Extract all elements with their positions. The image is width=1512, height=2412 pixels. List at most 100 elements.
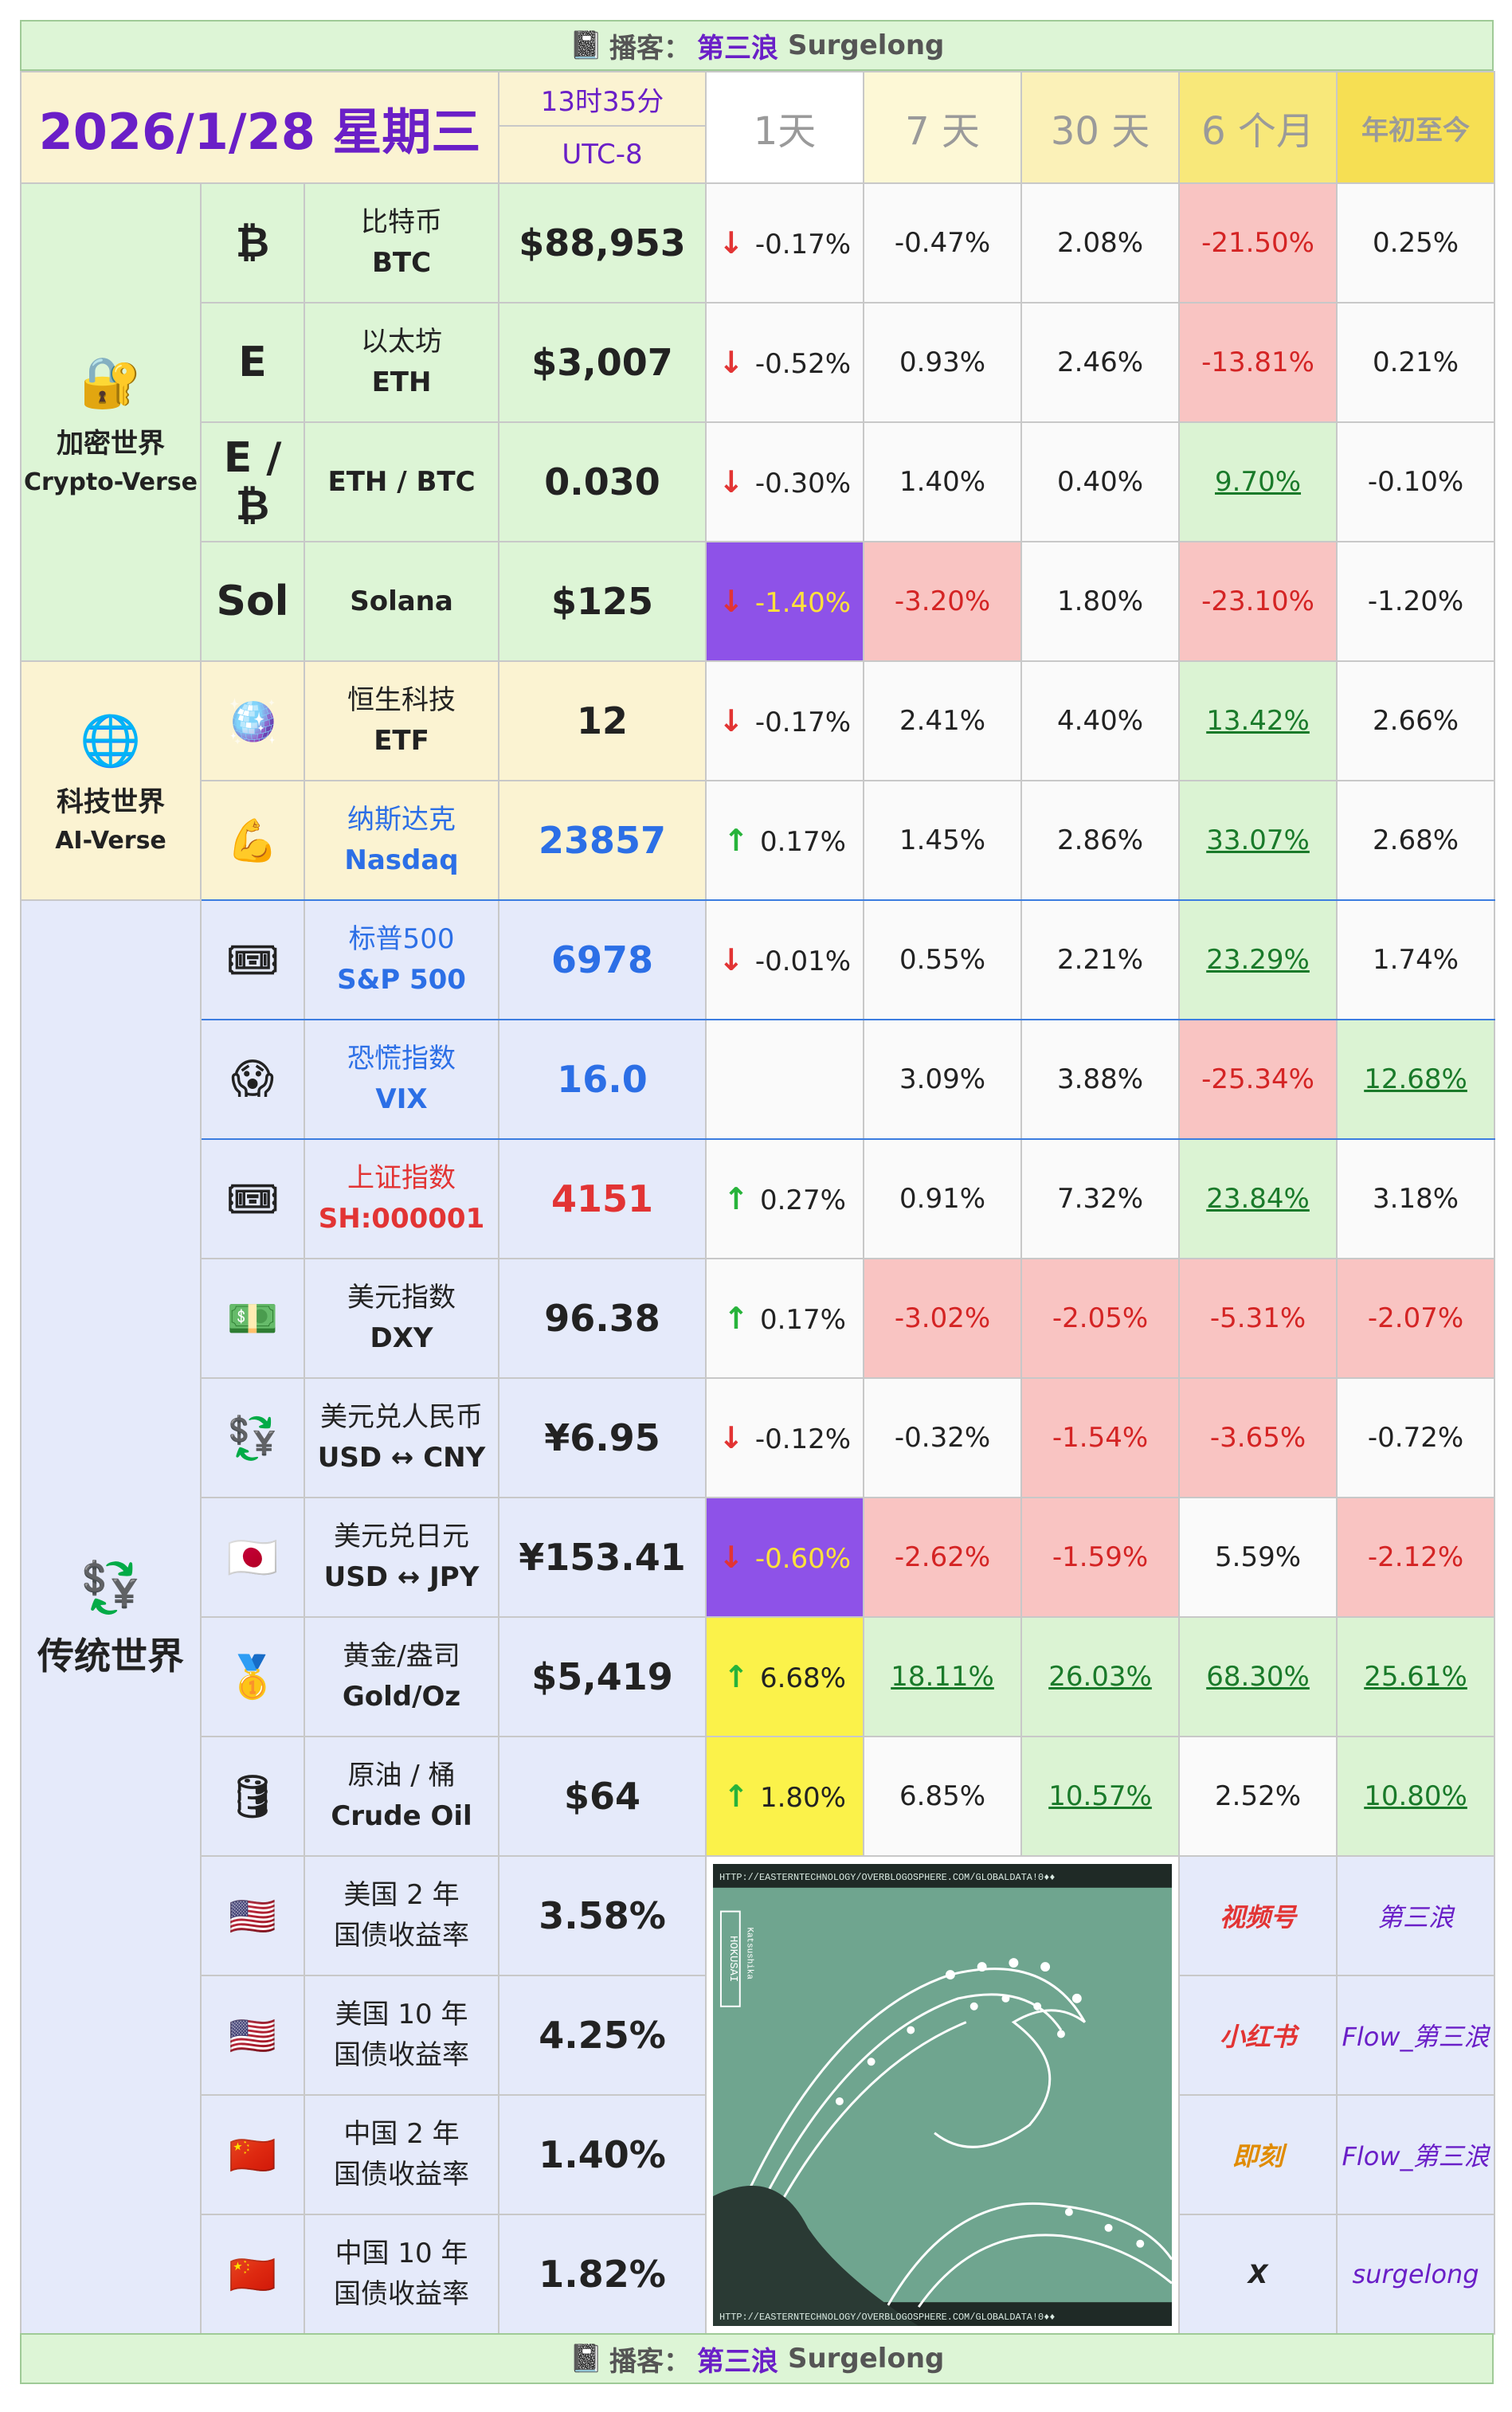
change-ytd: 2.66%	[1336, 660, 1496, 781]
asset-name-cn: 美元兑日元	[334, 1521, 470, 1553]
bond-name-cn2: 国债收益率	[334, 2039, 470, 2071]
change-m6: 23.29%	[1178, 899, 1338, 1020]
change-value: 2.86%	[1057, 824, 1144, 856]
change-m6: 9.70%	[1178, 421, 1338, 542]
change-d7: 0.55%	[863, 899, 1023, 1020]
asset-name-cn: 纳斯达克	[347, 804, 456, 836]
header-30d[interactable]: 30 天	[1020, 71, 1181, 184]
asset-name[interactable]: 标普500 S&P 500	[303, 899, 500, 1020]
oil-barrel-icon: 🛢	[200, 1736, 305, 1857]
change-ytd: 12.68%	[1336, 1019, 1496, 1140]
asset-name-cn: 恒生科技	[347, 684, 456, 716]
social-handle[interactable]: 第三浪	[1336, 1855, 1496, 1976]
asset-price: $64	[498, 1736, 707, 1857]
change-value: 25.61%	[1364, 1661, 1467, 1693]
asset-name[interactable]: Solana	[303, 541, 500, 662]
change-value: -0.60%	[754, 1543, 852, 1575]
category-label: 科技世界	[57, 785, 165, 818]
change-d7: -0.32%	[863, 1377, 1023, 1498]
change-value: 1.74%	[1373, 944, 1459, 976]
change-m6: 2.52%	[1178, 1736, 1338, 1857]
change-value: 0.17%	[759, 1304, 846, 1336]
change-ytd: -0.72%	[1336, 1377, 1496, 1498]
asset-name[interactable]: 恒生科技 ETF	[303, 660, 500, 781]
bond-name[interactable]: 中国 2 年国债收益率	[303, 2094, 500, 2215]
change-value: -0.72%	[1367, 1422, 1464, 1454]
asset-name-cn: 比特币	[361, 206, 443, 238]
bond-name[interactable]: 中国 10 年国债收益率	[303, 2214, 500, 2335]
change-d7: 18.11%	[863, 1616, 1023, 1737]
change-value: -2.12%	[1367, 1541, 1464, 1573]
bond-name[interactable]: 美国 10 年国债收益率	[303, 1975, 500, 2096]
change-value: -0.30%	[754, 468, 852, 499]
change-d30: 10.57%	[1020, 1736, 1181, 1857]
asset-name[interactable]: 恐慌指数 VIX	[303, 1019, 500, 1140]
asset-name-en: DXY	[370, 1322, 433, 1354]
asset-name-en: USD ↔ JPY	[323, 1561, 480, 1593]
asset-name[interactable]: 比特币 BTC	[303, 182, 500, 303]
asset-name[interactable]: 上证指数 SH:000001	[303, 1138, 500, 1259]
change-m6: -21.50%	[1178, 182, 1338, 303]
asset-symbol: Ε	[200, 302, 305, 423]
japan-flag-icon: 🇯🇵	[200, 1497, 305, 1618]
change-value: 1.45%	[899, 824, 986, 856]
social-platform[interactable]: 视频号	[1178, 1855, 1338, 1976]
social-handle[interactable]: Flow_第三浪	[1336, 1975, 1496, 2096]
asset-name-cn: 美元兑人民币	[320, 1401, 484, 1433]
header-ytd[interactable]: 年初至今	[1336, 71, 1496, 184]
asset-name-cn: 原油 / 桶	[347, 1760, 456, 1791]
asset-name[interactable]: 纳斯达克 Nasdaq	[303, 780, 500, 901]
change-value: -0.47%	[894, 227, 991, 259]
change-value: -2.05%	[1052, 1302, 1149, 1334]
arrow-down-icon: ↓	[718, 1420, 744, 1455]
social-platform[interactable]: 小红书	[1178, 1975, 1338, 2096]
social-handle[interactable]: surgelong	[1336, 2214, 1496, 2335]
change-value: 2.52%	[1215, 1780, 1302, 1812]
banner-name[interactable]: 第三浪	[696, 32, 778, 65]
asset-name[interactable]: 原油 / 桶 Crude Oil	[303, 1736, 500, 1857]
arrow-down-icon: ↓	[718, 942, 744, 977]
scream-face-icon: 😱	[200, 1019, 305, 1140]
gold-bar-icon: 🥇	[200, 1616, 305, 1737]
change-d7: 3.09%	[863, 1019, 1023, 1140]
banner-alias[interactable]: Surgelong	[787, 29, 945, 61]
asset-name[interactable]: ETH / BTC	[303, 421, 500, 542]
header-1d[interactable]: 1天	[705, 71, 865, 184]
arrow-down-icon: ↓	[718, 1540, 744, 1575]
change-value: 0.27%	[759, 1184, 846, 1216]
asset-name[interactable]: 以太坊 ETH	[303, 302, 500, 423]
header-6m[interactable]: 6 个月	[1178, 71, 1338, 184]
social-handle[interactable]: Flow_第三浪	[1336, 2094, 1496, 2215]
bond-name-cn2: 国债收益率	[334, 2278, 470, 2310]
category-sublabel: AI-Verse	[55, 826, 166, 855]
us-flag-icon: 🇺🇸	[200, 1975, 305, 2096]
change-ytd: 25.61%	[1336, 1616, 1496, 1737]
change-ytd: 3.18%	[1336, 1138, 1496, 1259]
change-m6: -25.34%	[1178, 1019, 1338, 1140]
change-value: 4.40%	[1057, 705, 1144, 737]
bond-name[interactable]: 美国 2 年国债收益率	[303, 1855, 500, 1976]
change-d1	[705, 1019, 865, 1140]
asset-name[interactable]: 美元兑人民币 USD ↔ CNY	[303, 1377, 500, 1498]
social-platform[interactable]: X	[1178, 2214, 1338, 2335]
arrow-down-icon: ↓	[718, 584, 744, 619]
lock-icon: 🔐	[80, 352, 142, 411]
asset-name[interactable]: 黄金/盎司 Gold/Oz	[303, 1616, 500, 1737]
asset-name[interactable]: 美元指数 DXY	[303, 1258, 500, 1379]
arrow-up-icon: ↑	[723, 1659, 749, 1694]
change-d30: -1.54%	[1020, 1377, 1181, 1498]
change-value: 1.80%	[1057, 585, 1144, 617]
change-d30: 0.40%	[1020, 421, 1181, 542]
asset-name-en: ETH / BTC	[327, 465, 476, 498]
change-value: 0.55%	[899, 944, 986, 976]
asset-name[interactable]: 美元兑日元 USD ↔ JPY	[303, 1497, 500, 1618]
bond-name-cn1: 中国 10 年	[335, 2238, 468, 2269]
change-d1: ↓ -0.17%	[705, 660, 865, 781]
social-platform[interactable]: 即刻	[1178, 2094, 1338, 2215]
banner-alias[interactable]: Surgelong	[787, 2343, 945, 2375]
banner-name[interactable]: 第三浪	[696, 2345, 778, 2378]
asset-price: 16.0	[498, 1019, 707, 1140]
image-subtag: Katsushika	[745, 1927, 754, 1979]
change-d30: 26.03%	[1020, 1616, 1181, 1737]
header-7d[interactable]: 7 天	[863, 71, 1023, 184]
